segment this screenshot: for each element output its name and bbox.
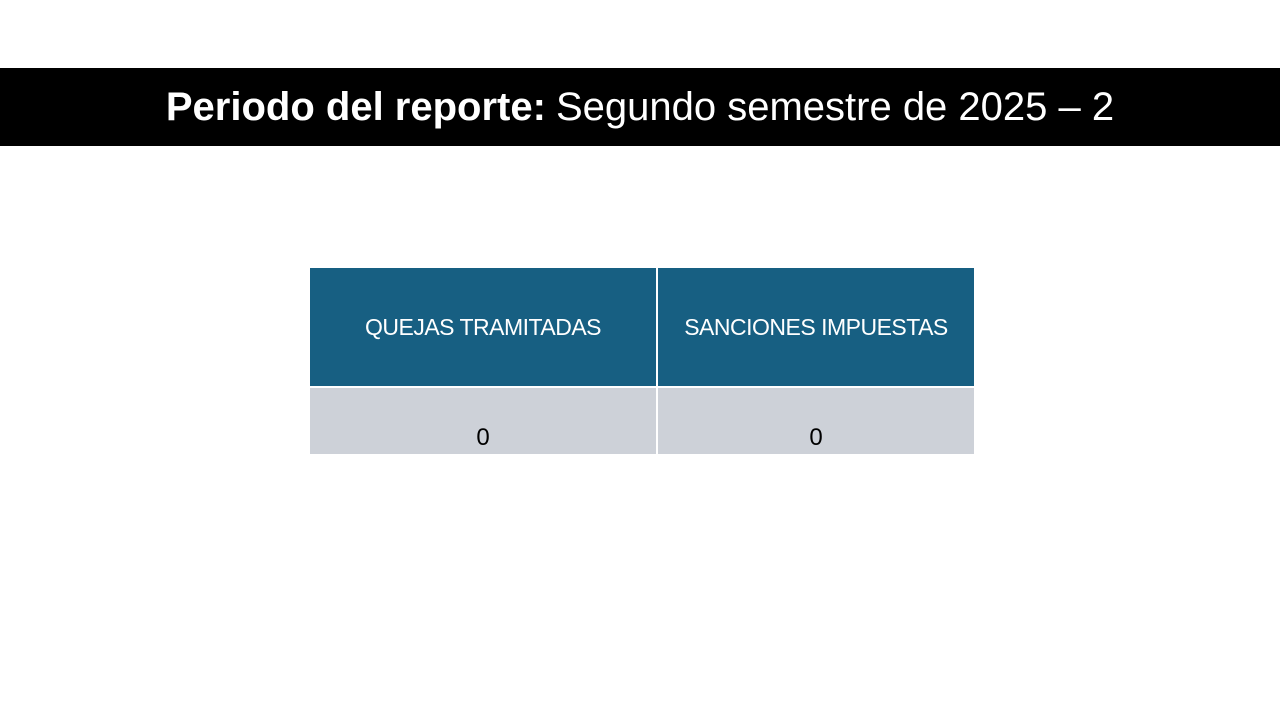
header-banner: Periodo del reporte: Segundo semestre de…: [0, 68, 1280, 146]
cell: 0: [656, 386, 976, 456]
column-header: QUEJAS TRAMITADAS: [308, 266, 658, 388]
cell: 0: [308, 386, 658, 456]
header-row: QUEJAS TRAMITADAS SANCIONES IMPUESTAS: [308, 266, 976, 388]
summary-table: QUEJAS TRAMITADAS SANCIONES IMPUESTAS 0 …: [308, 266, 976, 456]
column-header: SANCIONES IMPUESTAS: [656, 266, 976, 388]
data-row: 0 0: [308, 386, 976, 456]
header-value: Segundo semestre de 2025 – 2: [555, 84, 1115, 129]
header-label: Periodo del reporte:: [165, 84, 546, 129]
